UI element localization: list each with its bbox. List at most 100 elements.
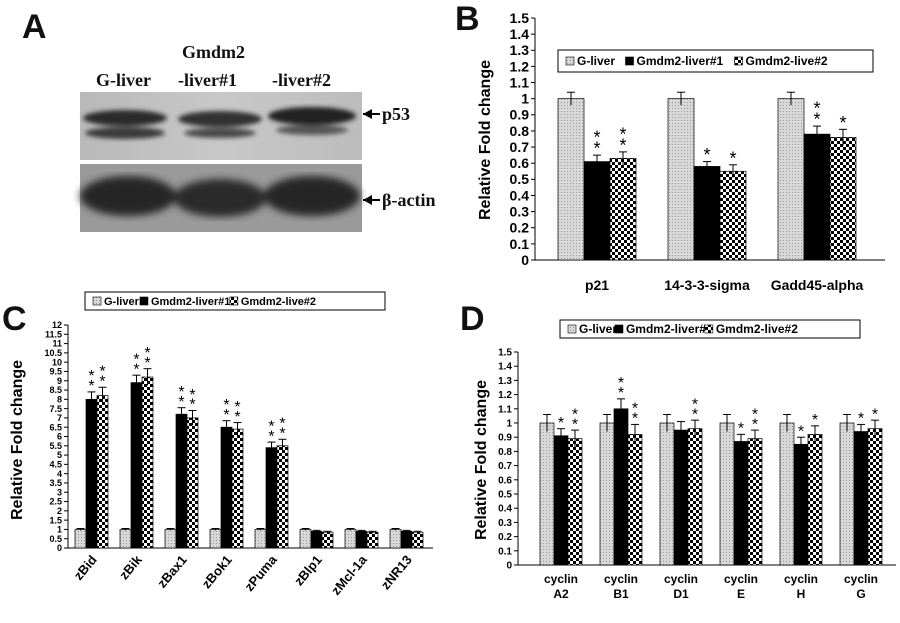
- y-axis-label: Relative Fold change: [9, 360, 26, 520]
- legend-label: G-liver: [579, 322, 617, 336]
- significance-star: *: [858, 411, 864, 428]
- legend-label: Gmdm2-live#2: [746, 54, 828, 68]
- significance-star: *: [88, 368, 94, 385]
- significance-star: *: [632, 411, 638, 428]
- x-tick-label: zBlp1: [291, 552, 325, 588]
- significance-star: *: [234, 409, 240, 426]
- bar: [557, 98, 585, 261]
- y-tick-label: 0: [521, 252, 529, 268]
- band-label-actin: β-actin: [382, 190, 436, 210]
- bar: [667, 98, 695, 261]
- y-tick-label: 1: [506, 419, 512, 430]
- panel-d-letter: D: [460, 300, 485, 338]
- significance-star: *: [692, 396, 698, 413]
- significance-star: *: [798, 423, 804, 440]
- chart-b-group: 00.10.20.30.40.50.60.70.80.911.11.21.31.…: [477, 10, 885, 293]
- significance-star: *: [813, 110, 820, 130]
- legend-swatch: [704, 324, 714, 334]
- bar: [96, 395, 109, 549]
- bar: [719, 422, 735, 566]
- y-tick-label: 0.8: [498, 447, 512, 458]
- legend-label: Gmdm2-liver#1: [637, 54, 724, 68]
- y-tick-label: 9.5: [49, 367, 62, 377]
- significance-star: *: [178, 394, 184, 411]
- bar: [733, 441, 749, 566]
- bar: [209, 529, 222, 549]
- significance-star: *: [558, 415, 564, 432]
- x-tick-label: zNR13: [378, 552, 415, 592]
- legend-label: Gmdm2-liver#1: [626, 322, 713, 336]
- y-tick-label: 5: [57, 450, 62, 460]
- legend-swatch: [229, 296, 239, 306]
- x-tick-label: zPuma: [241, 552, 280, 594]
- bar: [693, 166, 721, 261]
- significance-star: *: [703, 145, 710, 165]
- bar: [389, 529, 402, 549]
- bar: [175, 413, 188, 549]
- x-tick-label: 14-3-3-sigma: [664, 277, 750, 293]
- y-tick-label: 8: [57, 394, 62, 404]
- bar: [265, 447, 278, 549]
- panel-c-letter: C: [2, 300, 27, 338]
- y-tick-label: 2.5: [49, 497, 62, 507]
- legend-label: G-liver: [577, 54, 615, 68]
- legend-swatch: [565, 56, 575, 66]
- chart-c-group: 00.511.522.533.544.555.566.577.588.599.5…: [9, 291, 433, 598]
- significance-star: *: [872, 406, 878, 423]
- bar: [659, 422, 675, 566]
- legend-label: G-liver: [104, 296, 140, 308]
- legend: G-liver Gmdm2-liver#1 Gmdm2-live#2: [557, 49, 874, 73]
- y-tick-label: 11: [52, 339, 62, 349]
- significance-star: *: [223, 407, 229, 424]
- significance-star: *: [692, 406, 698, 423]
- bar: [583, 161, 611, 261]
- y-tick-label: 0.6: [498, 475, 512, 486]
- y-tick-label: 1.4: [498, 362, 512, 373]
- x-tick-label: G: [856, 587, 865, 601]
- bar: [74, 529, 87, 549]
- bar: [553, 435, 569, 566]
- y-tick-label: 12: [52, 320, 62, 330]
- significance-star: *: [572, 406, 578, 423]
- x-tick-label: D1: [673, 587, 689, 601]
- bar: [400, 530, 413, 549]
- significance-star: *: [729, 148, 736, 168]
- chart-d-group: 0 0.1 0.2 0.3 0.4 0.5 0.6 0.7 0.8 0.9 1 1.1 1.2 1.3 1.…: [473, 319, 896, 601]
- significance-star: *: [133, 361, 139, 378]
- y-tick-label: 0: [506, 561, 512, 572]
- bar: [867, 428, 883, 566]
- x-tick-label: zBok1: [199, 552, 235, 591]
- bar: [599, 422, 615, 566]
- y-tick-label: 3.5: [49, 478, 62, 488]
- y-tick-label: 0.9: [510, 107, 530, 123]
- x-tick-label: cyclin: [664, 572, 698, 586]
- x-tick-label: Gadd45-alpha: [771, 277, 864, 293]
- bar: [321, 531, 334, 549]
- significance-star: *: [839, 113, 846, 133]
- significance-star: *: [268, 418, 274, 435]
- bar: [803, 133, 831, 261]
- bar: [719, 170, 747, 261]
- y-tick-label: 7.5: [49, 404, 62, 414]
- significance-star: *: [279, 425, 285, 442]
- significance-star: *: [178, 384, 184, 401]
- y-tick-label: 1.4: [510, 26, 530, 42]
- y-tick-label: 3: [57, 487, 62, 497]
- significance-star: *: [813, 99, 820, 119]
- significance-star: *: [234, 399, 240, 416]
- bar: [839, 422, 855, 566]
- significance-star: *: [99, 364, 105, 381]
- significance-star: *: [189, 397, 195, 414]
- y-tick-label: 4: [57, 469, 62, 479]
- significance-star: *: [572, 416, 578, 433]
- y-tick-label: 1.1: [498, 404, 512, 415]
- y-tick-label: 0.3: [498, 518, 512, 529]
- y-tick-label: 0.1: [498, 546, 512, 557]
- bar: [344, 529, 357, 549]
- significance-star: *: [268, 428, 274, 445]
- y-tick-label: 1.3: [498, 376, 512, 387]
- legend-label: Gmdm2-live#2: [241, 296, 316, 308]
- bar: [609, 158, 637, 261]
- y-tick-label: 1.2: [510, 58, 530, 74]
